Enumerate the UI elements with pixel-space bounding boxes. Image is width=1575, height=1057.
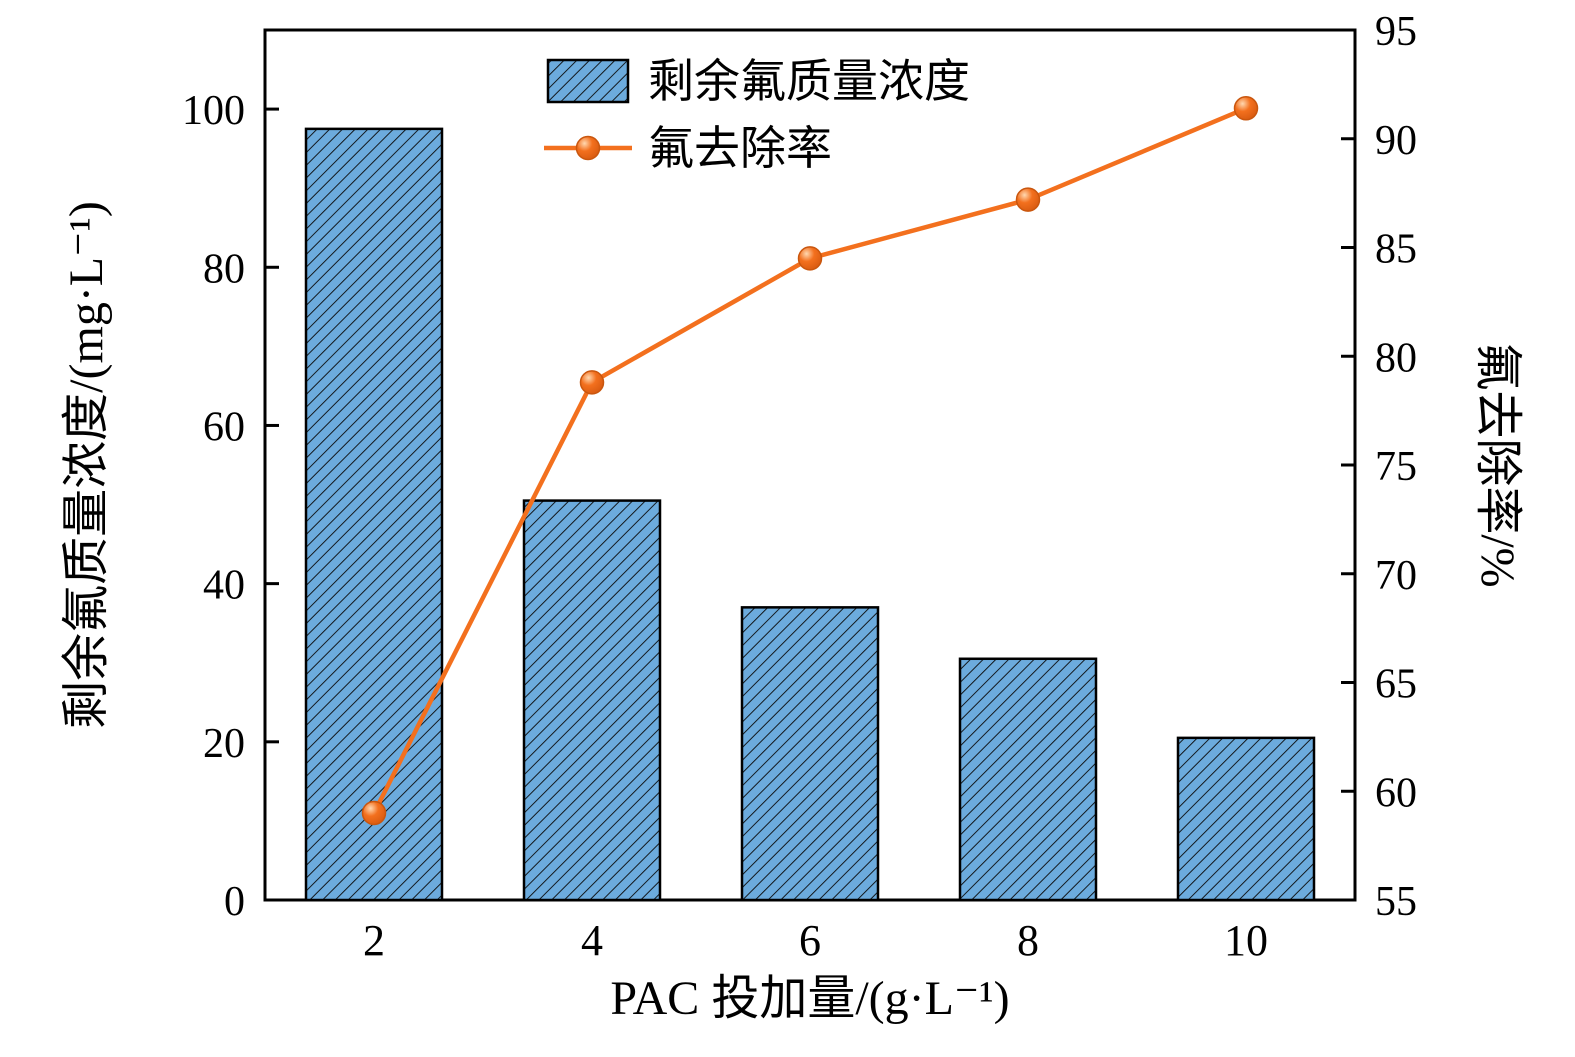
y-left-tick-label: 40 bbox=[203, 563, 245, 609]
x-axis-title: PAC 投加量/(g·L⁻¹) bbox=[610, 972, 1009, 1025]
y-left-tick-label: 100 bbox=[182, 88, 245, 134]
y-right-tick-label: 95 bbox=[1375, 9, 1417, 55]
removal-rate-marker bbox=[579, 370, 605, 395]
y-left-tick-label: 80 bbox=[203, 246, 245, 292]
legend-label-line: 氟去除率 bbox=[648, 123, 832, 174]
x-tick-label: 4 bbox=[581, 916, 603, 965]
legend-label-bar: 剩余氟质量浓度 bbox=[648, 56, 970, 107]
x-tick-label: 6 bbox=[799, 916, 821, 965]
y-right-tick-label: 70 bbox=[1375, 553, 1417, 599]
removal-rate-marker bbox=[1233, 96, 1259, 121]
x-tick-label: 8 bbox=[1017, 916, 1039, 965]
bar-residual-fluoride bbox=[740, 606, 880, 902]
x-tick-label: 2 bbox=[363, 916, 385, 965]
bar-residual-fluoride bbox=[958, 657, 1098, 902]
y-right-tick-label: 75 bbox=[1375, 444, 1417, 490]
y-right-axis-title: 氟去除率/% bbox=[1471, 342, 1524, 587]
legend-marker-icon bbox=[575, 135, 601, 161]
y-left-tick-label: 60 bbox=[203, 404, 245, 450]
removal-rate-marker bbox=[797, 246, 823, 271]
y-left-axis-title: 剩余氟质量浓度/(mg·L⁻¹) bbox=[60, 201, 113, 729]
bar-residual-fluoride bbox=[522, 499, 662, 902]
y-right-tick-label: 85 bbox=[1375, 227, 1417, 273]
x-tick-label: 10 bbox=[1224, 916, 1268, 965]
bar-residual-fluoride bbox=[304, 127, 444, 902]
y-right-tick-label: 55 bbox=[1375, 879, 1417, 925]
bar-residual-fluoride bbox=[1176, 736, 1316, 902]
y-right-tick-label: 60 bbox=[1375, 770, 1417, 816]
removal-rate-marker bbox=[361, 800, 387, 826]
y-right-tick-label: 65 bbox=[1375, 662, 1417, 708]
y-left-tick-label: 0 bbox=[224, 879, 245, 925]
y-right-tick-label: 80 bbox=[1375, 335, 1417, 381]
removal-rate-marker bbox=[1015, 187, 1041, 212]
y-left-tick-label: 20 bbox=[203, 721, 245, 767]
y-right-tick-label: 90 bbox=[1375, 118, 1417, 164]
legend-swatch-bar bbox=[546, 58, 630, 104]
